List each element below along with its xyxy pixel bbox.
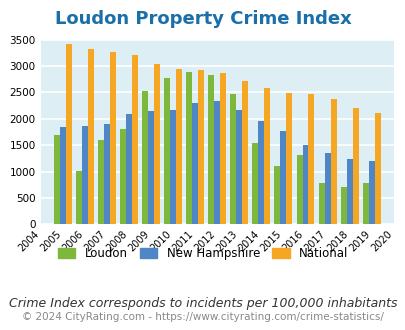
Bar (340, 187, 346, 224)
Bar (66, 44, 71, 224)
Bar (318, 183, 324, 224)
Bar (230, 94, 236, 224)
Bar (60, 127, 66, 224)
Bar (81, 126, 87, 224)
Text: Loudon Property Crime Index: Loudon Property Crime Index (55, 10, 350, 28)
Bar (280, 131, 286, 224)
Bar (148, 111, 153, 224)
Bar (286, 93, 292, 224)
Bar (296, 155, 302, 224)
Bar (170, 110, 176, 224)
Bar (352, 108, 358, 224)
Bar (98, 141, 104, 224)
Bar (186, 72, 192, 224)
Bar (330, 99, 336, 224)
Bar (142, 91, 148, 224)
Bar (302, 145, 308, 224)
Bar (346, 159, 352, 224)
Bar (258, 121, 264, 224)
Bar (252, 143, 258, 224)
Bar (126, 114, 132, 224)
Bar (132, 55, 138, 224)
Bar (368, 160, 374, 224)
Text: Crime Index corresponds to incidents per 100,000 inhabitants: Crime Index corresponds to incidents per… (9, 297, 396, 310)
Bar (264, 88, 270, 224)
Bar (109, 52, 115, 224)
Bar (274, 166, 280, 224)
Bar (208, 75, 214, 224)
Bar (242, 81, 247, 224)
Bar (104, 124, 109, 224)
Bar (192, 104, 198, 224)
Bar (362, 183, 368, 224)
Bar (53, 135, 60, 224)
Bar (374, 113, 380, 224)
Legend: Loudon, New Hampshire, National: Loudon, New Hampshire, National (53, 242, 352, 265)
Text: © 2024 CityRating.com - https://www.cityrating.com/crime-statistics/: © 2024 CityRating.com - https://www.city… (22, 312, 383, 322)
Bar (214, 101, 220, 224)
Bar (308, 94, 314, 224)
Bar (220, 73, 226, 224)
Bar (153, 64, 160, 224)
Bar (176, 69, 181, 224)
Bar (76, 171, 81, 224)
Bar (119, 129, 126, 224)
Bar (324, 152, 330, 224)
Bar (198, 70, 204, 224)
Bar (164, 78, 170, 224)
Bar (236, 110, 242, 224)
Bar (87, 49, 94, 224)
